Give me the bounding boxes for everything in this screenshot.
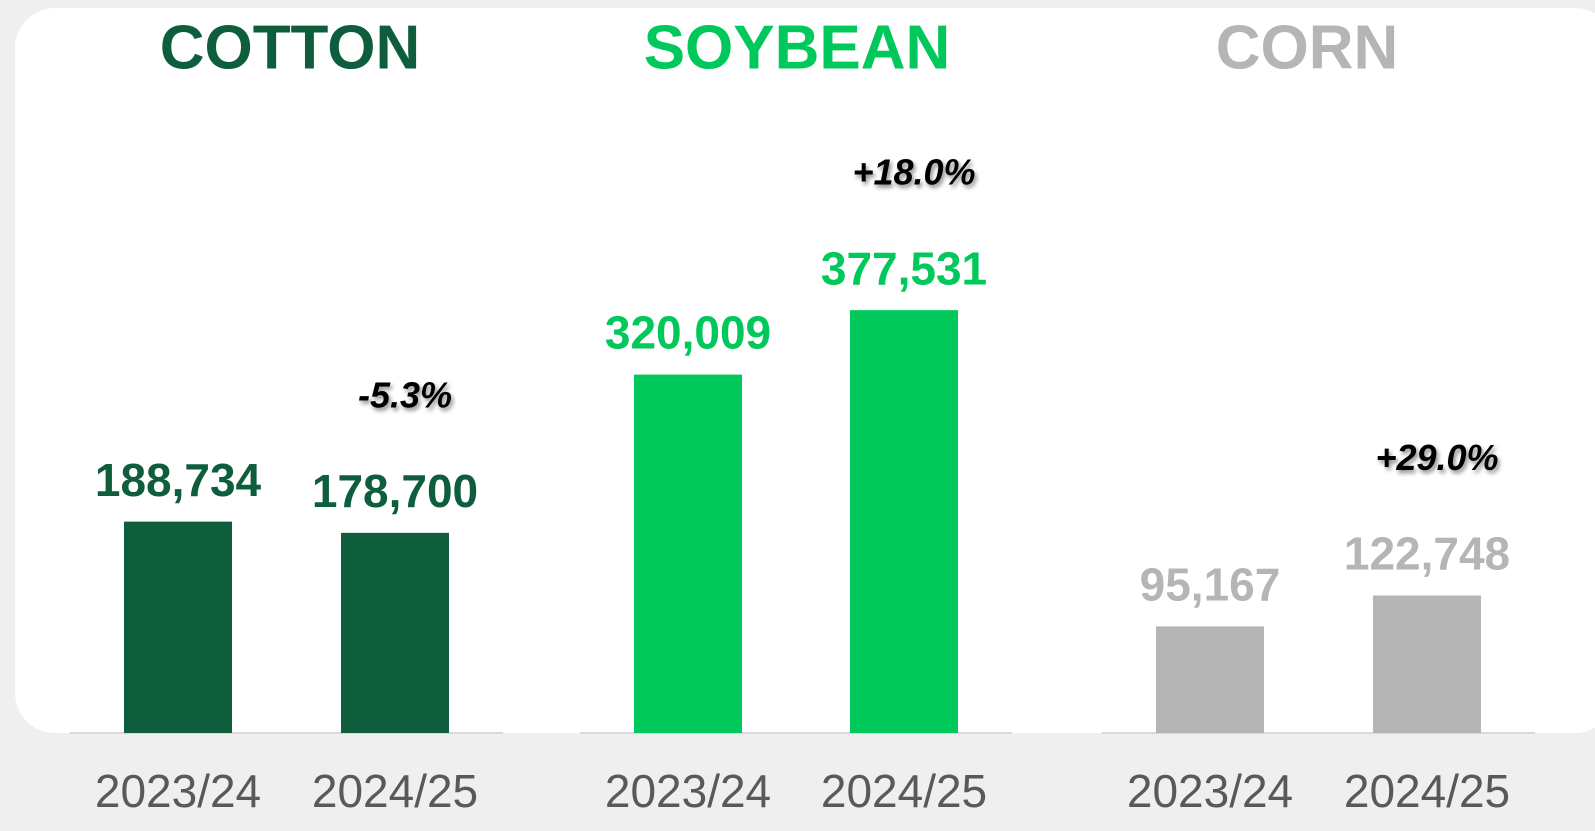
change-annotation: +18.0% [852, 152, 975, 193]
x-tick-label: 2024/25 [1344, 765, 1510, 817]
change-annotation: +29.0% [1375, 437, 1498, 478]
bar [341, 532, 449, 733]
x-tick-label: 2024/25 [821, 765, 987, 817]
bar [1373, 595, 1481, 733]
bar [850, 310, 958, 733]
panel-title: SOYBEAN [644, 13, 951, 82]
bar [124, 521, 232, 733]
value-label: 377,531 [821, 242, 987, 294]
value-label: 188,734 [95, 454, 262, 506]
x-tick-label: 2023/24 [95, 765, 261, 817]
bar [634, 374, 742, 733]
card [15, 8, 1595, 733]
bar [1156, 626, 1264, 733]
value-label: 320,009 [605, 307, 771, 359]
panel-title: COTTON [160, 13, 421, 82]
x-tick-label: 2023/24 [1127, 765, 1293, 817]
value-label: 122,748 [1344, 528, 1510, 580]
panel-title: CORN [1216, 13, 1399, 82]
x-tick-label: 2023/24 [605, 765, 771, 817]
change-annotation: -5.3% [358, 374, 452, 415]
x-tick-label: 2024/25 [312, 765, 478, 817]
value-label: 95,167 [1140, 559, 1281, 611]
value-label: 178,700 [312, 465, 478, 517]
